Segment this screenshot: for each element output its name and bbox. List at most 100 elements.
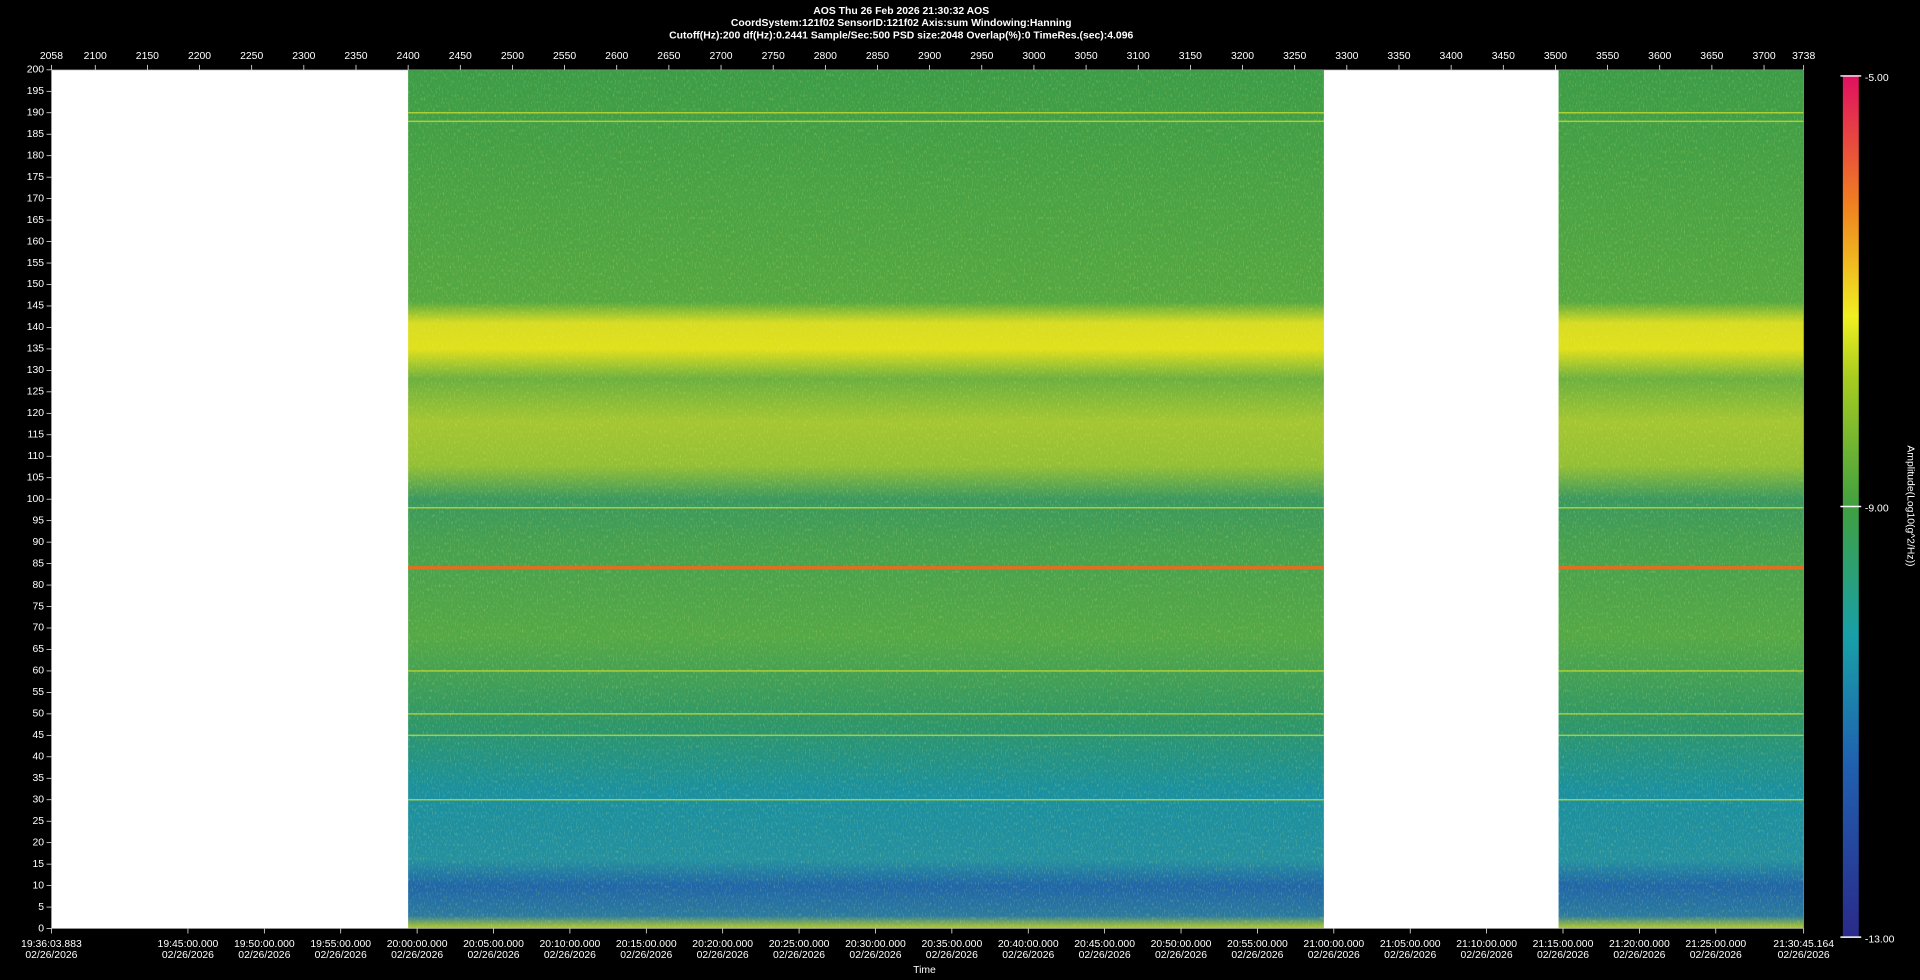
y-tick-label: 50 bbox=[33, 709, 45, 720]
y-tick-label: 150 bbox=[27, 279, 45, 290]
tone-line bbox=[1558, 734, 1804, 737]
x-tick-date: 02/26/2026 bbox=[1002, 950, 1054, 961]
top-tick-label: 2950 bbox=[970, 51, 993, 62]
spectrogram bbox=[408, 69, 1804, 929]
x-tick-date: 02/26/2026 bbox=[773, 950, 825, 961]
top-tick-label: 3250 bbox=[1283, 51, 1306, 62]
top-tick-label: 2400 bbox=[397, 51, 420, 62]
x-tick-label: 21:00:00.000 bbox=[1303, 939, 1364, 950]
x-tick-label: 20:00:00.000 bbox=[387, 939, 448, 950]
y-tick-label: 55 bbox=[33, 687, 45, 698]
y-tick-label: 200 bbox=[27, 65, 45, 76]
x-tick-label: 20:25:00.000 bbox=[769, 939, 830, 950]
x-tick-date: 02/26/2026 bbox=[544, 950, 596, 961]
y-tick-label: 25 bbox=[33, 816, 45, 827]
y-tick-label: 135 bbox=[27, 344, 45, 355]
y-tick-label: 180 bbox=[27, 150, 45, 161]
x-tick-date: 02/26/2026 bbox=[162, 950, 214, 961]
top-tick-label: 3400 bbox=[1440, 51, 1463, 62]
y-tick-label: 115 bbox=[27, 430, 44, 441]
x-tick-label: 19:45:00.000 bbox=[158, 939, 219, 950]
x-tick-label: 20:35:00.000 bbox=[921, 939, 982, 950]
x-tick-date: 02/26/2026 bbox=[1155, 950, 1207, 961]
tone-line bbox=[1558, 799, 1804, 801]
x-tick-date: 02/26/2026 bbox=[1461, 950, 1513, 961]
top-tick-label: 2800 bbox=[814, 51, 837, 62]
chart-title: AOS Thu 26 Feb 2026 21:30:32 AOS bbox=[813, 6, 989, 17]
y-tick-label: 80 bbox=[33, 580, 45, 591]
x-tick-label: 20:45:00.000 bbox=[1074, 939, 1135, 950]
tone-line bbox=[1558, 670, 1804, 672]
x-tick-label: 20:10:00.000 bbox=[540, 939, 601, 950]
x-tick-date: 02/26/2026 bbox=[238, 950, 290, 961]
x-tick-label: 20:55:00.000 bbox=[1227, 939, 1288, 950]
colorbar-tick-label: -9.00 bbox=[1865, 504, 1889, 515]
y-tick-label: 185 bbox=[27, 129, 45, 140]
x-tick-label: 20:20:00.000 bbox=[692, 939, 753, 950]
y-tick-label: 60 bbox=[33, 666, 45, 677]
y-tick-label: 105 bbox=[27, 472, 45, 483]
x-tick-date: 02/26/2026 bbox=[467, 950, 519, 961]
top-tick-label: 2300 bbox=[292, 51, 315, 62]
y-tick-label: 175 bbox=[27, 172, 45, 183]
y-tick-label: 0 bbox=[38, 923, 44, 934]
top-tick-label: 2700 bbox=[709, 51, 732, 62]
top-tick-label: 3738 bbox=[1792, 51, 1815, 62]
top-tick-label: 2650 bbox=[657, 51, 680, 62]
top-tick-label: 3350 bbox=[1387, 51, 1410, 62]
y-tick-label: 140 bbox=[27, 322, 45, 333]
top-tick-label: 2150 bbox=[136, 51, 159, 62]
top-tick-label: 3700 bbox=[1752, 51, 1775, 62]
tone-line bbox=[408, 713, 1324, 715]
x-tick-date: 02/26/2026 bbox=[25, 950, 77, 961]
top-tick-label: 2200 bbox=[188, 51, 211, 62]
top-tick-label: 3450 bbox=[1492, 51, 1515, 62]
y-tick-label: 20 bbox=[33, 837, 45, 848]
y-tick-label: 85 bbox=[33, 558, 45, 569]
settings-line: Cutoff(Hz):200 df(Hz):0.2441 Sample/Sec:… bbox=[669, 30, 1133, 41]
x-tick-date: 02/26/2026 bbox=[1079, 950, 1131, 961]
colorbar-label: Amplitude(Log10(g^2/Hz)) bbox=[1904, 445, 1915, 566]
top-tick-label: 2500 bbox=[501, 51, 524, 62]
x-tick-date: 02/26/2026 bbox=[849, 950, 901, 961]
top-tick-label: 3200 bbox=[1231, 51, 1254, 62]
tone-line bbox=[408, 507, 1324, 509]
y-tick-label: 155 bbox=[27, 258, 45, 269]
y-tick-label: 95 bbox=[33, 515, 45, 526]
tone-line bbox=[408, 670, 1324, 672]
x-tick-date: 02/26/2026 bbox=[1778, 950, 1830, 961]
y-tick-label: 10 bbox=[33, 880, 45, 891]
x-tick-date: 02/26/2026 bbox=[391, 950, 443, 961]
top-tick-label: 3050 bbox=[1075, 51, 1098, 62]
top-tick-label: 2550 bbox=[553, 51, 576, 62]
top-tick-label: 2250 bbox=[240, 51, 263, 62]
y-tick-label: 120 bbox=[27, 408, 45, 419]
y-tick-label: 5 bbox=[38, 902, 44, 913]
y-tick-label: 190 bbox=[27, 108, 45, 119]
x-tick-date: 02/26/2026 bbox=[1384, 950, 1436, 961]
tone-line bbox=[1558, 566, 1804, 570]
x-tick-label: 20:40:00.000 bbox=[998, 939, 1059, 950]
top-tick-label: 3150 bbox=[1179, 51, 1202, 62]
top-tick-label: 3650 bbox=[1700, 51, 1723, 62]
x-tick-date: 02/26/2026 bbox=[620, 950, 672, 961]
y-tick-label: 100 bbox=[27, 494, 45, 505]
y-tick-label: 130 bbox=[27, 365, 45, 376]
top-tick-label: 2600 bbox=[605, 51, 628, 62]
x-tick-date: 02/26/2026 bbox=[315, 950, 367, 961]
tone-line bbox=[408, 566, 1324, 570]
top-tick-label: 2900 bbox=[918, 51, 941, 62]
tone-line bbox=[408, 799, 1324, 801]
colorbar-tick-label: -13.00 bbox=[1865, 934, 1895, 945]
y-tick-label: 65 bbox=[33, 644, 45, 655]
x-tick-date: 02/26/2026 bbox=[1690, 950, 1742, 961]
x-tick-label: 19:55:00.000 bbox=[310, 939, 371, 950]
y-tick-label: 40 bbox=[33, 752, 45, 763]
y-tick-label: 170 bbox=[27, 193, 45, 204]
x-tick-label: 21:05:00.000 bbox=[1380, 939, 1441, 950]
x-tick-date: 02/26/2026 bbox=[926, 950, 978, 961]
x-tick-label: 21:25:00.000 bbox=[1685, 939, 1746, 950]
x-tick-label: 20:05:00.000 bbox=[463, 939, 524, 950]
y-tick-label: 30 bbox=[33, 794, 45, 805]
